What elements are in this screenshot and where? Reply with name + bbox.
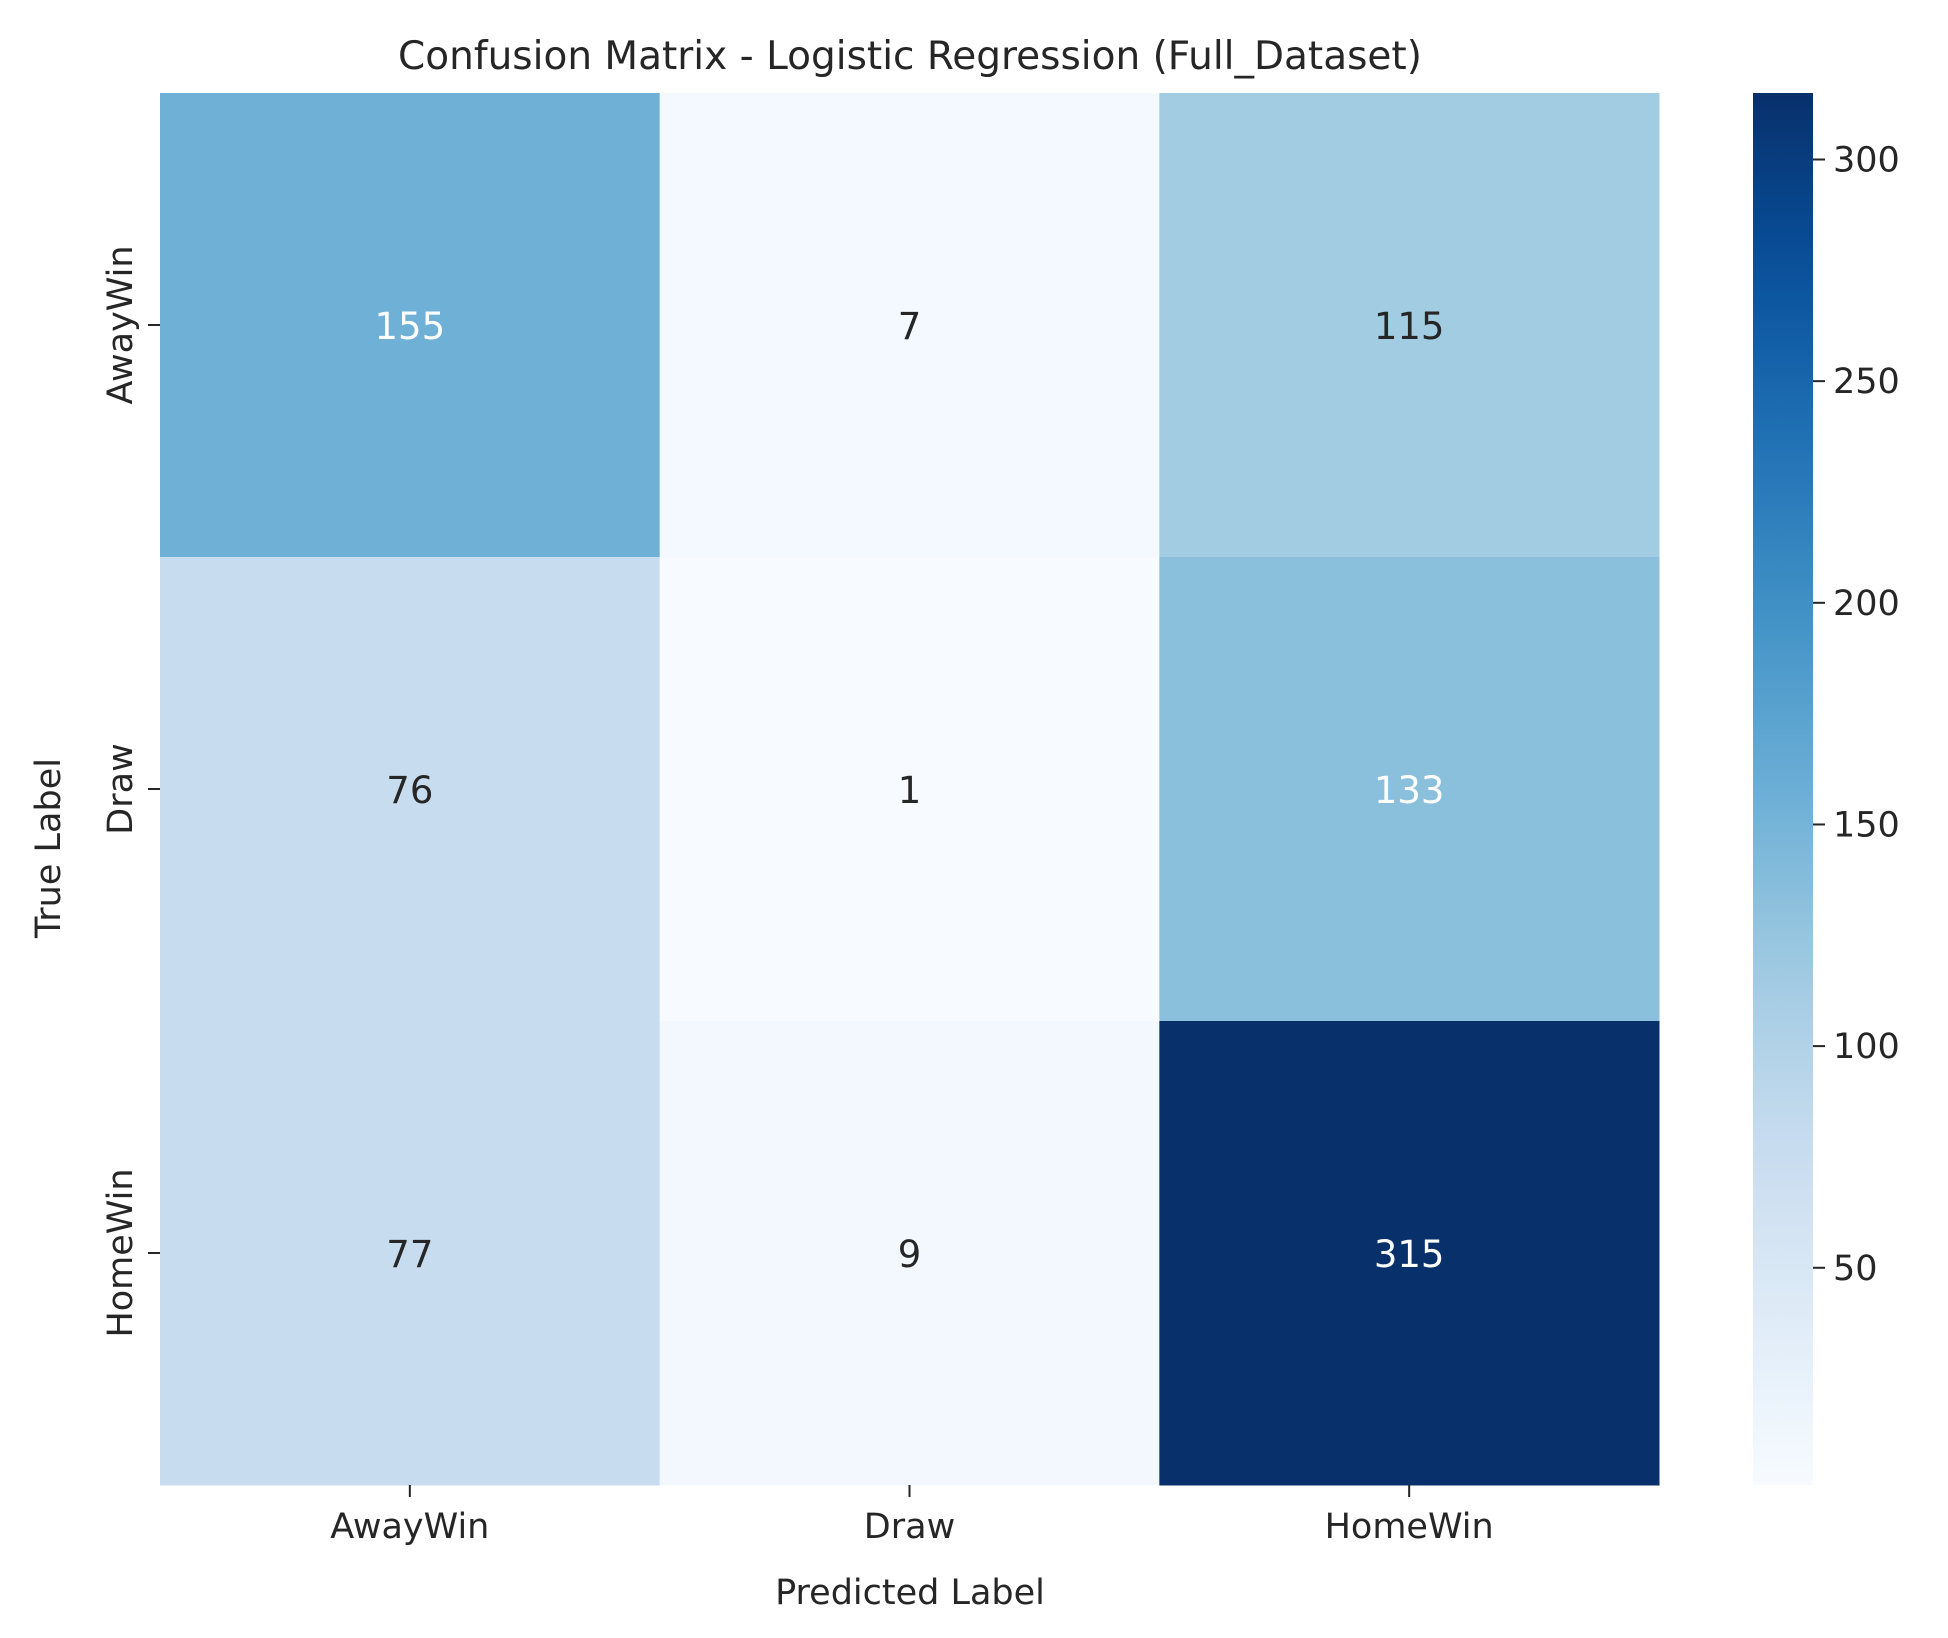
heatmap-cell: [1159, 557, 1660, 1022]
y-tick-label: AwayWin: [101, 245, 141, 404]
colorbar-tick-label: 300: [1833, 140, 1900, 180]
cell-value-label: 76: [386, 769, 433, 812]
x-tick-label: Draw: [864, 1507, 955, 1547]
x-axis: AwayWin Draw HomeWin: [330, 1485, 1494, 1547]
heatmap-cell-labels: 155 7 115 76 1 133 77 9 315: [375, 305, 1445, 1276]
colorbar-tick-label: 100: [1833, 1027, 1900, 1067]
y-axis: AwayWin Draw HomeWin: [101, 245, 160, 1338]
x-axis-label: Predicted Label: [775, 1573, 1045, 1613]
colorbar-tick-label: 150: [1833, 805, 1900, 845]
y-tick-label: Draw: [101, 743, 141, 834]
heatmap-cell: [1159, 1021, 1660, 1486]
heatmap-cell: [160, 1021, 661, 1486]
colorbar: [1753, 93, 1813, 1485]
colorbar-tick-label: 250: [1833, 362, 1900, 402]
heatmap-cell: [160, 93, 661, 558]
heatmap-cell: [659, 557, 1160, 1022]
chart-title: Confusion Matrix - Logistic Regression (…: [398, 34, 1422, 79]
heatmap-cell: [160, 557, 661, 1022]
y-tick-label: HomeWin: [101, 1168, 141, 1337]
x-tick-label: AwayWin: [330, 1507, 489, 1547]
cell-value-label: 115: [1374, 305, 1445, 348]
colorbar-tick-label: 50: [1833, 1249, 1878, 1289]
heatmap-cells: [160, 93, 1660, 1486]
x-tick-label: HomeWin: [1325, 1507, 1494, 1547]
heatmap-cell: [659, 93, 1160, 558]
colorbar-ticks: 50 100 150 200 250 300: [1813, 140, 1900, 1289]
colorbar-tick-label: 200: [1833, 584, 1900, 624]
cell-value-label: 1: [898, 769, 922, 812]
cell-value-label: 77: [386, 1233, 433, 1276]
y-axis-label: True Label: [29, 758, 69, 939]
heatmap-cell: [1159, 93, 1660, 558]
cell-value-label: 133: [1374, 769, 1445, 812]
cell-value-label: 7: [898, 305, 922, 348]
heatmap-cell: [659, 1021, 1160, 1486]
cell-value-label: 9: [898, 1233, 922, 1276]
cell-value-label: 155: [375, 305, 446, 348]
cell-value-label: 315: [1374, 1233, 1445, 1276]
